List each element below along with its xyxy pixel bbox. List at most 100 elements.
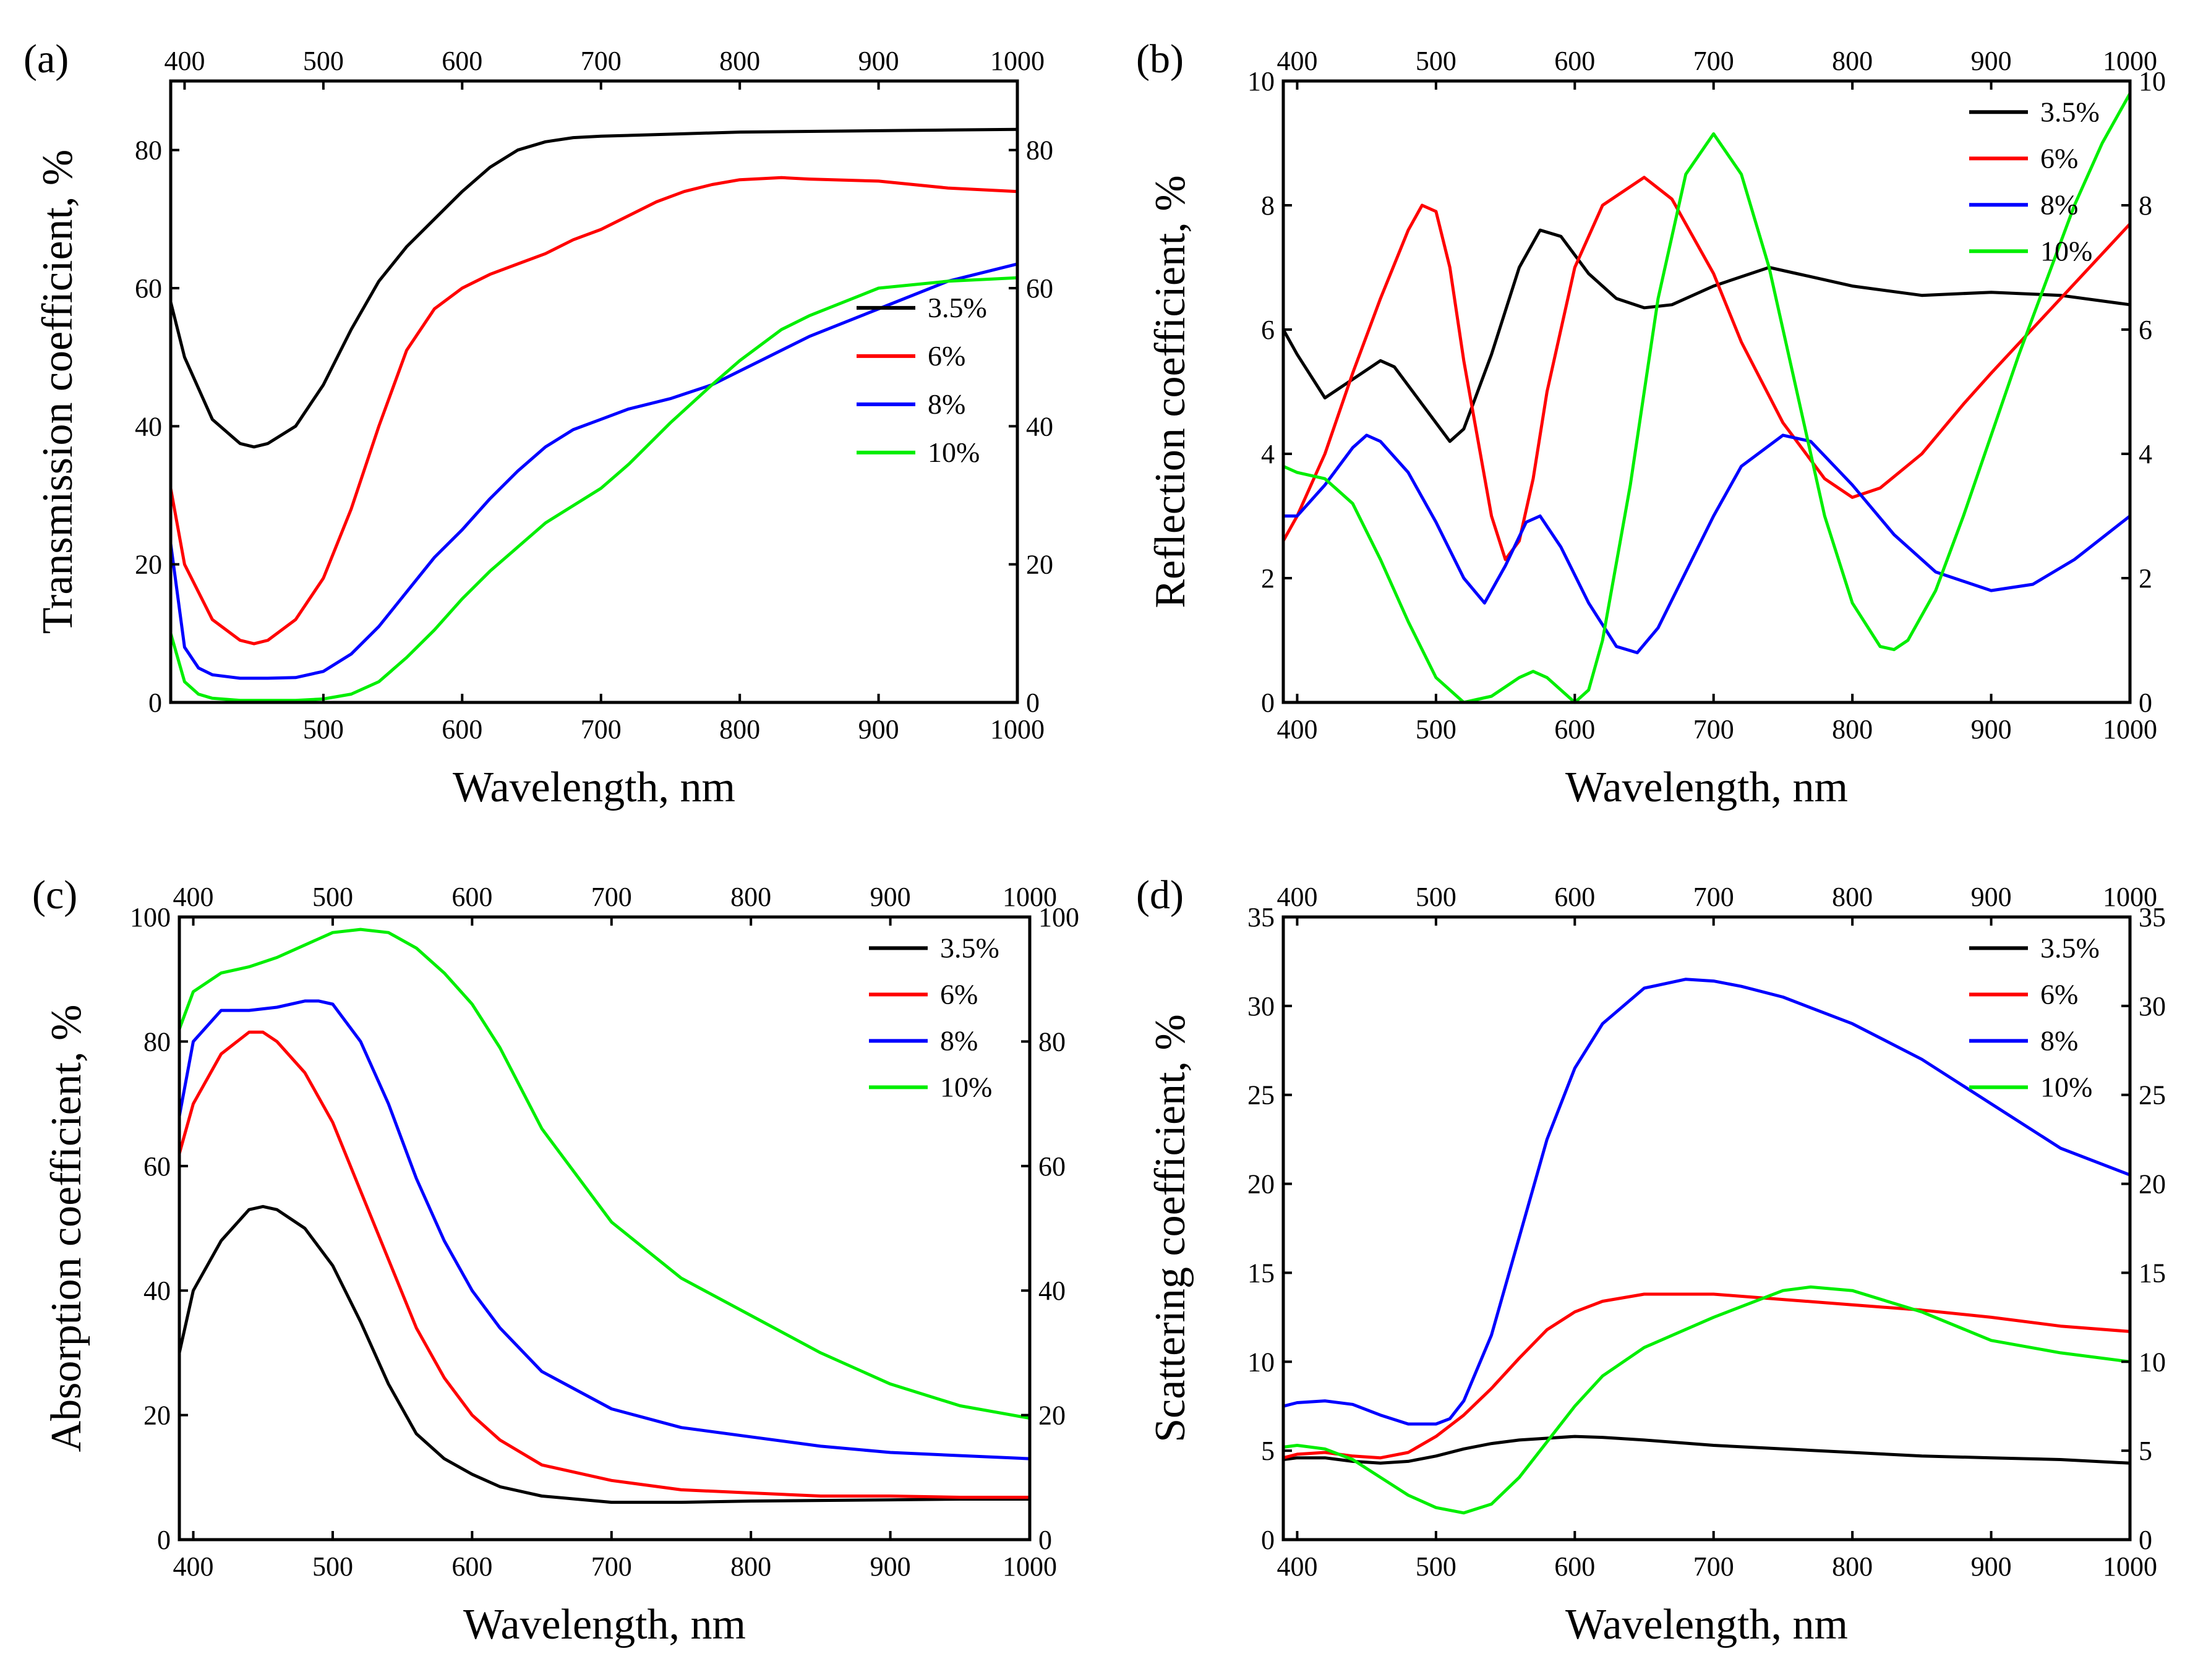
y-tick-label: 0 xyxy=(148,688,162,718)
series-line-b-6pct xyxy=(1281,176,2132,561)
x-top-tick-label: 400 xyxy=(164,46,205,76)
series-line-d-8pct xyxy=(1281,978,2132,1426)
y-tick-label: 80 xyxy=(135,135,162,166)
x-top-tick-label: 500 xyxy=(1416,46,1456,76)
x-top-tick-label: 600 xyxy=(442,46,482,76)
x-tick-label: 800 xyxy=(719,714,760,744)
series-line-a-8pct xyxy=(169,262,1019,680)
x-top-tick-label: 400 xyxy=(1277,882,1317,912)
y-axis-title: Transmission coefficient, % xyxy=(34,150,82,634)
x-axis-title: Wavelength, nm xyxy=(1565,1601,1848,1648)
legend: 3.5% 6% 8% 10% xyxy=(857,292,987,468)
series-line-a-3p5pct xyxy=(169,127,1019,449)
y-right-tick-label: 30 xyxy=(2139,991,2166,1021)
series-line-b-8pct xyxy=(1281,433,2132,655)
y-right-tick-label: 20 xyxy=(1026,550,1053,580)
legend-label: 6% xyxy=(940,978,978,1010)
y-axis-title: Absorption coefficient, % xyxy=(43,1005,90,1452)
y-tick-label: 10 xyxy=(1247,1347,1275,1377)
panel-label: (a) xyxy=(24,36,69,82)
y-tick-label: 10 xyxy=(1247,66,1275,96)
x-top-tick-label: 400 xyxy=(1277,46,1317,76)
x-top-tick-label: 500 xyxy=(1416,882,1456,912)
x-top-tick-label: 1000 xyxy=(2103,46,2157,76)
y-right-tick-label: 10 xyxy=(2139,1347,2166,1377)
legend-label: 8% xyxy=(2040,1025,2078,1056)
x-tick-label: 900 xyxy=(1971,714,2012,744)
x-tick-label: 900 xyxy=(870,1551,911,1582)
legend-label: 10% xyxy=(940,1071,992,1102)
x-tick-label: 700 xyxy=(1693,714,1734,744)
series-line-d-6pct xyxy=(1281,1292,2132,1460)
x-top-tick-label: 1000 xyxy=(2103,882,2157,912)
y-tick-label: 0 xyxy=(157,1525,171,1555)
x-tick-label: 600 xyxy=(1554,1551,1595,1582)
y-right-tick-label: 20 xyxy=(1038,1401,1066,1431)
y-tick-label: 20 xyxy=(1247,1169,1275,1200)
y-tick-label: 15 xyxy=(1247,1258,1275,1288)
series-line-c-3p5pct xyxy=(177,1205,1032,1504)
x-tick-label: 1000 xyxy=(2103,714,2157,744)
x-top-tick-label: 700 xyxy=(1693,46,1734,76)
x-tick-label: 700 xyxy=(581,714,622,744)
x-tick-label: 700 xyxy=(591,1551,632,1582)
plot-frame xyxy=(177,915,1032,1541)
x-tick-label: 500 xyxy=(312,1551,353,1582)
plot-frame xyxy=(169,79,1019,704)
x-top-tick-label: 600 xyxy=(1554,882,1595,912)
y-right-tick-label: 25 xyxy=(2139,1080,2166,1111)
x-tick-label: 900 xyxy=(1971,1551,2012,1582)
y-tick-label: 25 xyxy=(1247,1080,1275,1111)
x-tick-label: 600 xyxy=(442,714,482,744)
legend-label: 10% xyxy=(2040,235,2092,266)
y-right-tick-label: 4 xyxy=(2139,439,2152,469)
y-right-tick-label: 60 xyxy=(1038,1151,1066,1182)
y-right-tick-label: 80 xyxy=(1038,1026,1066,1057)
x-top-tick-label: 500 xyxy=(303,46,344,76)
y-tick-label: 60 xyxy=(135,273,162,304)
y-tick-label: 8 xyxy=(1261,190,1275,221)
y-right-tick-label: 5 xyxy=(2139,1436,2152,1466)
y-right-tick-label: 6 xyxy=(2139,315,2152,345)
series-line-a-10pct xyxy=(169,276,1019,702)
series-line-c-10pct xyxy=(177,927,1032,1420)
series-line-b-3p5pct xyxy=(1281,228,2132,443)
x-tick-label: 800 xyxy=(1832,1551,1873,1582)
y-right-tick-label: 80 xyxy=(1026,135,1053,166)
y-tick-label: 20 xyxy=(143,1401,171,1431)
y-axis-title: Scattering coefficient, % xyxy=(1147,1014,1194,1443)
y-tick-label: 5 xyxy=(1261,1436,1275,1466)
legend-label: 6% xyxy=(2040,142,2078,174)
panel-label: (b) xyxy=(1136,36,1184,82)
series-line-c-6pct xyxy=(177,1030,1032,1499)
legend-label: 10% xyxy=(928,437,980,468)
legend-label: 10% xyxy=(2040,1071,2092,1102)
x-top-tick-label: 900 xyxy=(858,46,899,76)
y-right-tick-label: 10 xyxy=(2139,66,2166,96)
y-right-tick-label: 0 xyxy=(1026,688,1040,718)
x-top-tick-label: 1000 xyxy=(1003,882,1057,912)
y-right-tick-label: 40 xyxy=(1038,1276,1066,1306)
legend-label: 3.5% xyxy=(2040,96,2100,127)
legend: 3.5% 6% 8% 10% xyxy=(1969,932,2100,1102)
x-tick-label: 400 xyxy=(1277,1551,1317,1582)
series-line-d-3p5pct xyxy=(1281,1435,2132,1465)
series-line-d-10pct xyxy=(1281,1285,2132,1515)
y-tick-label: 0 xyxy=(1261,688,1275,718)
y-tick-label: 80 xyxy=(143,1026,171,1057)
x-top-tick-label: 500 xyxy=(312,882,353,912)
y-right-tick-label: 40 xyxy=(1026,411,1053,441)
y-tick-label: 20 xyxy=(135,550,162,580)
y-right-tick-label: 15 xyxy=(2139,1258,2166,1288)
x-top-tick-label: 700 xyxy=(591,882,632,912)
x-axis-title: Wavelength, nm xyxy=(463,1601,746,1648)
legend-label: 6% xyxy=(2040,978,2078,1010)
x-top-tick-label: 800 xyxy=(719,46,760,76)
x-top-tick-label: 400 xyxy=(173,882,214,912)
x-top-tick-label: 800 xyxy=(1832,46,1873,76)
y-right-tick-label: 20 xyxy=(2139,1169,2166,1200)
x-top-tick-label: 800 xyxy=(1832,882,1873,912)
x-top-tick-label: 800 xyxy=(730,882,771,912)
y-right-tick-label: 60 xyxy=(1026,273,1053,304)
